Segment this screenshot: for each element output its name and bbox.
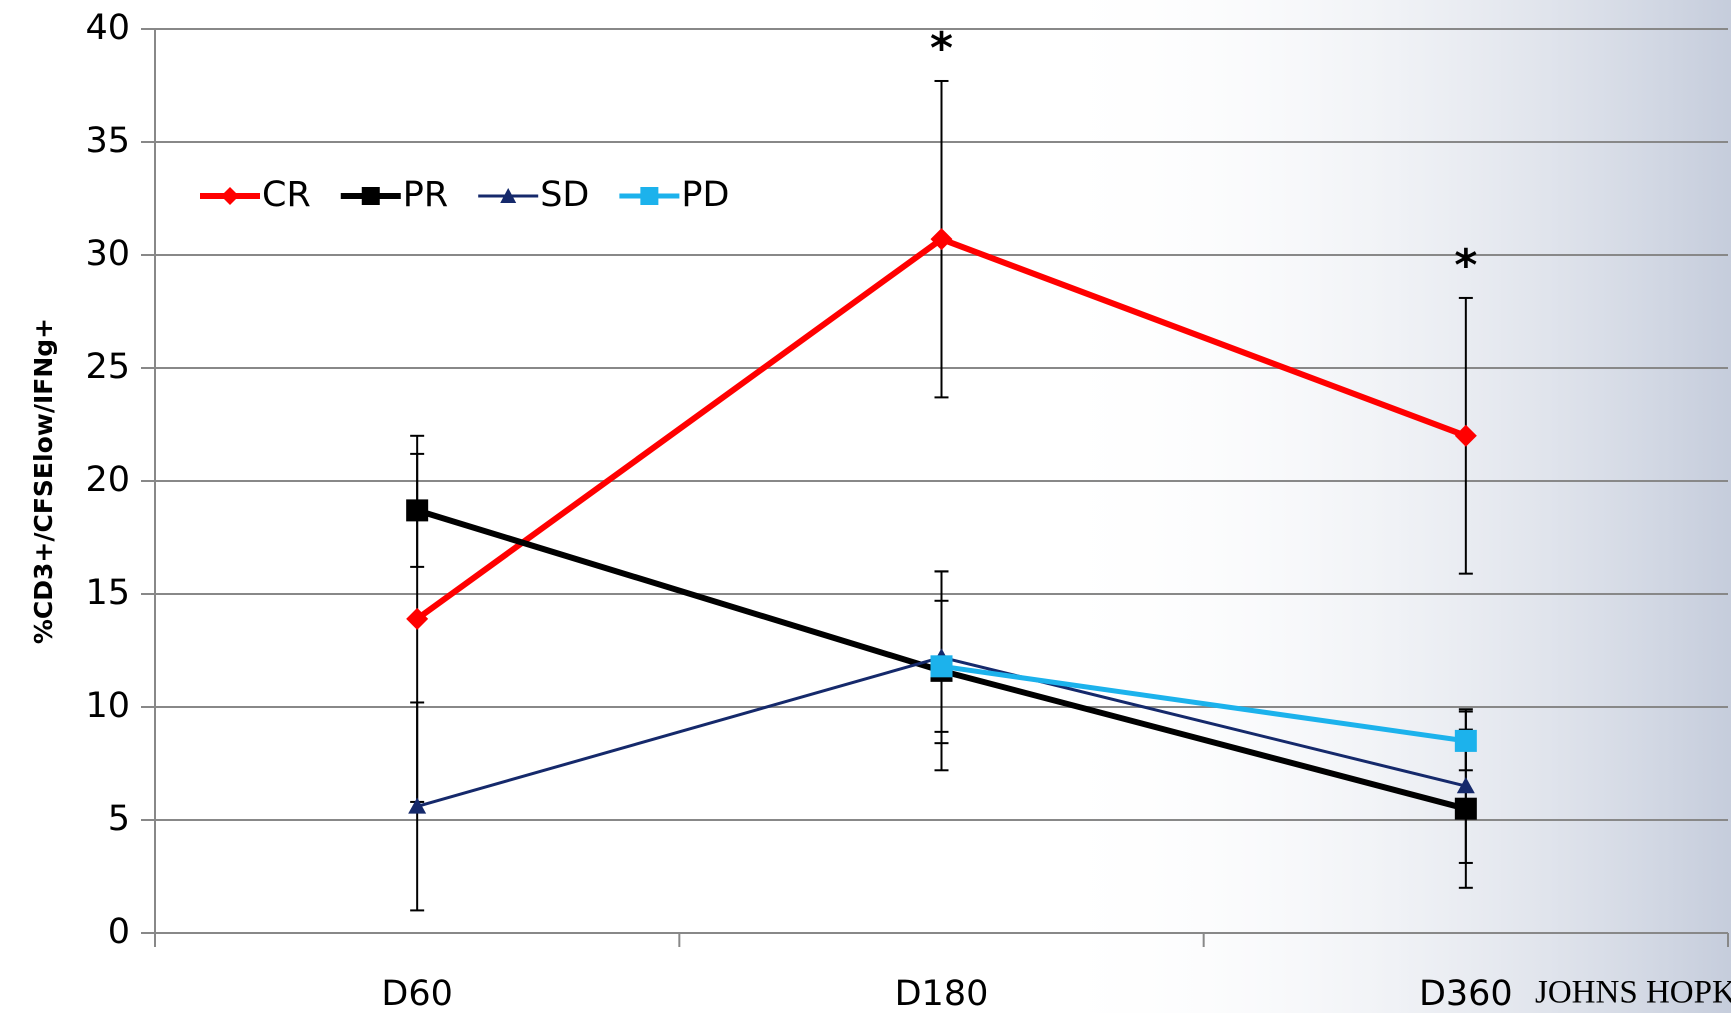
annotation: *: [930, 23, 953, 74]
y-tick-label: 0: [108, 912, 130, 952]
y-tick-label: 40: [85, 8, 130, 48]
y-tick-label: 35: [85, 121, 130, 161]
y-tick-label: 20: [85, 460, 130, 500]
legend-marker: [362, 187, 380, 205]
y-tick-label: 30: [85, 234, 130, 274]
y-tick-label: 15: [85, 573, 130, 613]
y-tick-label: 25: [85, 347, 130, 387]
legend-label: PR: [403, 175, 448, 215]
data-point: [931, 655, 953, 677]
y-axis-label: %CD3+/CFSElow/IFNg+: [29, 318, 58, 644]
data-point: [406, 499, 428, 521]
data-point: [1455, 798, 1477, 820]
data-point: [1455, 730, 1477, 752]
annotation: *: [1454, 240, 1477, 291]
chart: %CD3+/CFSElow/IFNg+ JOHNS HOPKINS 0 5 10 15…: [0, 0, 1731, 1013]
legend-label: CR: [262, 175, 311, 215]
legend-label: PD: [681, 175, 729, 215]
legend-label: SD: [540, 175, 589, 215]
background-watermark: [1040, 0, 1731, 1013]
y-tick-label: 5: [108, 799, 130, 839]
x-tick-label: D360: [1419, 974, 1513, 1013]
logo-text: JOHNS HOPKINS: [1535, 975, 1731, 1011]
legend-marker: [221, 187, 239, 205]
legend-marker: [640, 187, 658, 205]
x-tick-label: D180: [895, 974, 989, 1013]
x-tick-label: D60: [381, 974, 453, 1013]
y-tick-label: 10: [85, 686, 130, 726]
